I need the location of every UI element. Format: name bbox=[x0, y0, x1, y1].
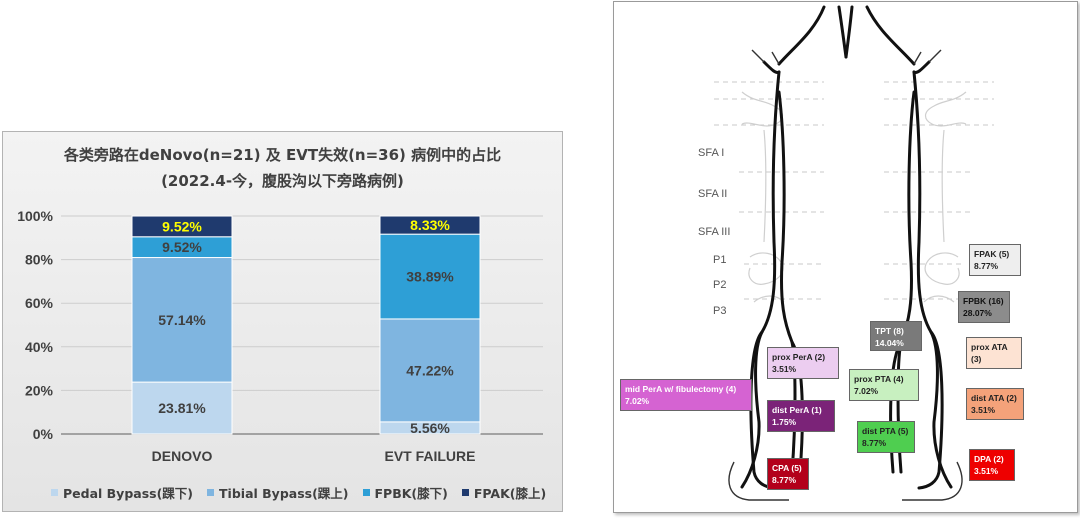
annotation-dist-pta: dist PTA (5) 8.77% bbox=[857, 421, 915, 453]
chart-subtitle: (2022.4-今，腹股沟以下旁路病例) bbox=[161, 172, 404, 190]
annotation-value: 3.51% bbox=[971, 405, 996, 415]
level-label-p3: P3 bbox=[713, 305, 727, 317]
bar-segment bbox=[379, 215, 481, 235]
level-label-sfa1: SFA I bbox=[698, 147, 725, 159]
annotation-value: 28.07% bbox=[963, 308, 992, 318]
annotation-dist-pera: dist PerA (1) 1.75% bbox=[767, 400, 835, 432]
data-label: 9.52% bbox=[162, 218, 202, 234]
annotation-label: prox ATA bbox=[971, 342, 1008, 352]
level-label-sfa3: SFA III bbox=[698, 226, 731, 238]
y-tick-label: 60% bbox=[25, 295, 54, 311]
annotation-dpa: DPA (2) 3.51% bbox=[969, 449, 1015, 481]
legend-swatch bbox=[207, 488, 215, 496]
annotation-prox-pta: prox PTA (4) 7.02% bbox=[849, 369, 919, 401]
y-tick-label: 20% bbox=[25, 382, 54, 398]
annotation-value: 1.75% bbox=[772, 417, 797, 427]
annotation-value: (3) bbox=[971, 354, 982, 364]
level-label-p1: P1 bbox=[713, 254, 727, 266]
y-tick-label: 40% bbox=[25, 339, 54, 355]
legend-label: FPBK(膝下) bbox=[374, 485, 448, 501]
chart-title: 各类旁路在deNovo(n=21) 及 EVT失效(n=36) 病例中的占比 bbox=[63, 146, 502, 164]
annotation-label: FPAK (5) bbox=[974, 249, 1010, 259]
legend-item: FPBK(膝下) bbox=[362, 483, 448, 502]
annotation-fpak: FPAK (5) 8.77% bbox=[969, 244, 1021, 276]
annotation-value: 7.02% bbox=[854, 386, 879, 396]
annotation-label: FPBK (16) bbox=[963, 296, 1004, 306]
data-label: 9.52% bbox=[162, 239, 202, 255]
graft-lines bbox=[728, 49, 963, 501]
vessel-diagram-panel: SFA I SFA II SFA III P1 P2 P3 FPAK (5) 8.77% FP… bbox=[613, 1, 1078, 513]
annotation-tpt: TPT (8) 14.04% bbox=[870, 321, 922, 351]
annotation-value: 14.04% bbox=[875, 338, 904, 348]
y-tick-label: 0% bbox=[33, 426, 54, 442]
data-label: 23.81% bbox=[158, 400, 206, 416]
annotation-prox-pera: prox PerA (2) 3.51% bbox=[767, 347, 839, 379]
chart-plot: 0% 20% 40% 60% 80% 100% 23.81% 57.14% 9.52% 9.52%… bbox=[17, 208, 543, 464]
bar-segment bbox=[379, 233, 481, 320]
legend-swatch bbox=[362, 488, 370, 496]
annotation-label: TPT (8) bbox=[875, 326, 904, 336]
chart-panel: 各类旁路在deNovo(n=21) 及 EVT失效(n=36) 病例中的占比 (… bbox=[2, 131, 563, 512]
legend-label: Pedal Bypass(踝下) bbox=[63, 485, 194, 501]
x-category-label: EVT FAILURE bbox=[384, 448, 475, 464]
annotation-label: DPA (2) bbox=[974, 454, 1004, 464]
annotation-label: mid PerA w/ fibulectomy (4) bbox=[625, 384, 737, 394]
level-label-p2: P2 bbox=[713, 279, 727, 291]
level-label-sfa2: SFA II bbox=[698, 188, 728, 200]
annotation-value: 8.77% bbox=[974, 261, 999, 271]
annotation-label: prox PTA (4) bbox=[854, 374, 904, 384]
chart-legend: Pedal Bypass(踝下) Tibial Bypass(踝上) FPBK(膝下… bbox=[51, 482, 546, 502]
bar-segment bbox=[131, 381, 233, 435]
y-tick-label: 80% bbox=[25, 252, 54, 268]
annotation-fpbk: FPBK (16) 28.07% bbox=[958, 291, 1010, 323]
annotation-label: dist PerA (1) bbox=[772, 405, 822, 415]
x-category-label: DENOVO bbox=[152, 448, 213, 464]
bar-segment bbox=[379, 318, 481, 423]
annotation-value: 7.02% bbox=[625, 396, 650, 406]
legend-swatch bbox=[461, 488, 469, 496]
annotation-mid-pera: mid PerA w/ fibulectomy (4) 7.02% bbox=[620, 379, 752, 411]
legend-item: FPAK(膝上) bbox=[461, 483, 547, 502]
legend-label: Tibial Bypass(踝上) bbox=[219, 485, 349, 501]
level-guide-lines bbox=[714, 81, 994, 300]
annotation-value: 8.77% bbox=[772, 475, 797, 485]
legend-swatch bbox=[51, 488, 58, 496]
annotation-label: dist ATA (2) bbox=[971, 393, 1017, 403]
data-label: 47.22% bbox=[406, 362, 454, 378]
annotation-dist-ata: dist ATA (2) 3.51% bbox=[966, 388, 1024, 420]
annotation-label: CPA (5) bbox=[772, 463, 802, 473]
data-label: 5.56% bbox=[410, 420, 450, 436]
annotation-value: 3.51% bbox=[772, 364, 797, 374]
data-label: 8.33% bbox=[410, 217, 450, 233]
legend-item: Pedal Bypass(踝下) bbox=[51, 483, 193, 502]
legend-item: Tibial Bypass(踝上) bbox=[207, 483, 349, 502]
data-label: 38.89% bbox=[406, 269, 454, 285]
annotation-value: 8.77% bbox=[862, 438, 887, 448]
data-label: 57.14% bbox=[158, 312, 206, 328]
annotation-prox-ata: prox ATA (3) bbox=[966, 337, 1022, 369]
legend-label: FPAK(膝上) bbox=[473, 485, 547, 501]
annotation-label: prox PerA (2) bbox=[772, 352, 826, 362]
y-tick-label: 100% bbox=[17, 208, 53, 224]
annotation-label: dist PTA (5) bbox=[862, 426, 909, 436]
annotation-value: 3.51% bbox=[974, 466, 999, 476]
bar-segment bbox=[131, 215, 233, 238]
annotation-cpa: CPA (5) 8.77% bbox=[767, 458, 809, 490]
